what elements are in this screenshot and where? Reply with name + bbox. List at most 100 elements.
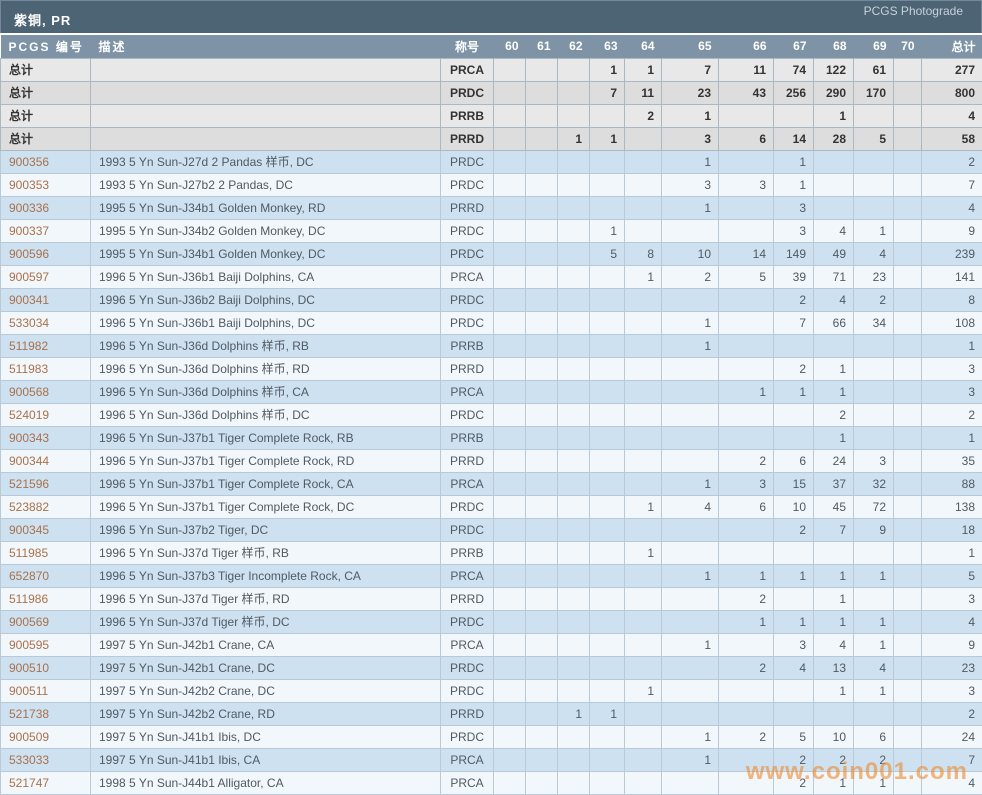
grade-66-count <box>718 701 774 726</box>
pcgs-number-link[interactable]: 511983 <box>0 356 91 381</box>
grade-65-count <box>661 701 719 726</box>
grade-65-count: 23 <box>661 80 719 105</box>
pcgs-number-link[interactable]: 521738 <box>0 701 91 726</box>
header-total: 总计 <box>921 35 982 58</box>
grade-67-count: 2 <box>773 747 814 772</box>
pcgs-number-link[interactable]: 900341 <box>0 287 91 312</box>
grade-60-count <box>493 172 526 197</box>
pcgs-number-link[interactable]: 900345 <box>0 517 91 542</box>
pcgs-number-link[interactable]: 900511 <box>0 678 91 703</box>
grade-67-count: 3 <box>773 195 814 220</box>
grade-67-count <box>773 701 814 726</box>
grade-68-count <box>813 195 854 220</box>
grade-63-count <box>589 448 625 473</box>
grade-67-count: 2 <box>773 356 814 381</box>
total-count: 18 <box>921 517 982 542</box>
grade-70-count <box>893 586 922 611</box>
grade-62-count <box>557 379 590 404</box>
pcgs-number-link[interactable]: 900337 <box>0 218 91 243</box>
coin-row: 533034 1996 5 Yn Sun-J36b1 Baiji Dolphins… <box>0 310 982 335</box>
pcgs-number-link[interactable]: 900353 <box>0 172 91 197</box>
pcgs-number-link[interactable]: 900510 <box>0 655 91 680</box>
grade-62-count <box>557 264 590 289</box>
grade-60-count <box>493 195 526 220</box>
grade-68-count: 71 <box>813 264 854 289</box>
grade-62-count <box>557 678 590 703</box>
grade-65-count: 1 <box>661 563 719 588</box>
header-description: 描述 <box>90 35 441 58</box>
pcgs-number-link[interactable]: 900596 <box>0 241 91 266</box>
pcgs-number-link[interactable]: 900509 <box>0 724 91 749</box>
grade-70-count <box>893 540 922 565</box>
grade-69-count <box>853 356 894 381</box>
grade-66-count: 1 <box>718 563 774 588</box>
summary-label: 总计 <box>0 57 91 82</box>
grade-60-count <box>493 149 526 174</box>
total-count: 108 <box>921 310 982 335</box>
grade-60-count <box>493 287 526 312</box>
pcgs-number-link[interactable]: 900343 <box>0 425 91 450</box>
grade-60-count <box>493 540 526 565</box>
designation-value: PRDC <box>440 494 494 519</box>
grade-60-count <box>493 126 526 151</box>
grade-68-count: 1 <box>813 586 854 611</box>
coin-row: 524019 1996 5 Yn Sun-J36d Dolphins 样币, DC… <box>0 402 982 427</box>
total-count: 141 <box>921 264 982 289</box>
pcgs-number-link[interactable]: 521747 <box>0 770 91 795</box>
summary-label: 总计 <box>0 126 91 151</box>
coin-row: 521596 1996 5 Yn Sun-J37b1 Tiger Complete… <box>0 471 982 496</box>
grade-64-count <box>624 586 662 611</box>
coin-row: 521738 1997 5 Yn Sun-J42b2 Crane, RD PRRD 1… <box>0 701 982 726</box>
pcgs-number-link[interactable]: 652870 <box>0 563 91 588</box>
grade-63-count <box>589 356 625 381</box>
pcgs-number-link[interactable]: 900569 <box>0 609 91 634</box>
grade-62-count <box>557 287 590 312</box>
grade-64-count: 1 <box>624 57 662 82</box>
pcgs-photograde-link[interactable]: PCGS Photograde <box>863 4 963 18</box>
pcgs-number-link[interactable]: 900597 <box>0 264 91 289</box>
coin-row: 523882 1996 5 Yn Sun-J37b1 Tiger Complete… <box>0 494 982 519</box>
coin-description: 1996 5 Yn Sun-J36b2 Baiji Dolphins, DC <box>90 287 441 312</box>
pcgs-number-link[interactable]: 511985 <box>0 540 91 565</box>
designation-value: PRDC <box>440 172 494 197</box>
pcgs-number-link[interactable]: 900344 <box>0 448 91 473</box>
grade-67-count: 149 <box>773 241 814 266</box>
designation-value: PRCA <box>440 563 494 588</box>
grade-66-count <box>718 356 774 381</box>
pcgs-number-link[interactable]: 523882 <box>0 494 91 519</box>
grade-64-count <box>624 770 662 795</box>
pcgs-number-link[interactable]: 900595 <box>0 632 91 657</box>
grade-69-count: 1 <box>853 770 894 795</box>
grade-62-count <box>557 310 590 335</box>
grade-70-count <box>893 57 922 82</box>
designation-value: PRRB <box>440 333 494 358</box>
grade-69-count: 9 <box>853 517 894 542</box>
pcgs-number-link[interactable]: 511982 <box>0 333 91 358</box>
grade-70-count <box>893 724 922 749</box>
grade-66-count: 11 <box>718 57 774 82</box>
grade-62-count <box>557 448 590 473</box>
pcgs-number-link[interactable]: 533033 <box>0 747 91 772</box>
grade-68-count: 4 <box>813 632 854 657</box>
pcgs-number-link[interactable]: 533034 <box>0 310 91 335</box>
grade-70-count <box>893 103 922 128</box>
coin-description: 1997 5 Yn Sun-J41b1 Ibis, CA <box>90 747 441 772</box>
grade-60-count <box>493 724 526 749</box>
grade-63-count <box>589 310 625 335</box>
coin-description: 1997 5 Yn Sun-J42b1 Crane, DC <box>90 655 441 680</box>
pcgs-number-link[interactable]: 900336 <box>0 195 91 220</box>
grade-63-count <box>589 770 625 795</box>
grade-65-count <box>661 770 719 795</box>
coin-row: 900336 1995 5 Yn Sun-J34b1 Golden Monkey,… <box>0 195 982 220</box>
grade-63-count <box>589 402 625 427</box>
grade-63-count <box>589 678 625 703</box>
pcgs-number-link[interactable]: 524019 <box>0 402 91 427</box>
summary-label: 总计 <box>0 80 91 105</box>
total-count: 277 <box>921 57 982 82</box>
pcgs-number-link[interactable]: 521596 <box>0 471 91 496</box>
pcgs-number-link[interactable]: 900356 <box>0 149 91 174</box>
pcgs-number-link[interactable]: 900568 <box>0 379 91 404</box>
pcgs-number-link[interactable]: 511986 <box>0 586 91 611</box>
grade-66-count <box>718 333 774 358</box>
grade-68-count: 1 <box>813 103 854 128</box>
